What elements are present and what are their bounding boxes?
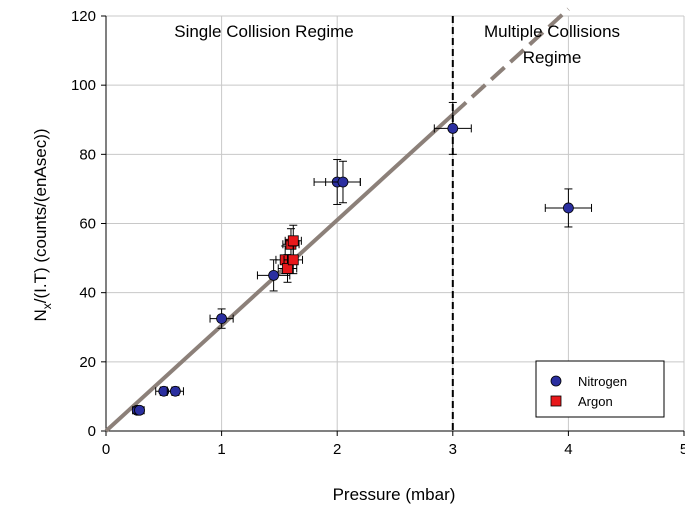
legend: Nitrogen Argon <box>535 360 665 418</box>
data-point-nitrogen <box>447 122 459 134</box>
region-label-single: Single Collision Regime <box>174 22 354 41</box>
plot-frame <box>101 15 685 436</box>
data-points <box>131 101 593 416</box>
x-tick-label: 1 <box>217 441 225 458</box>
legend-argon-label: Argon <box>578 394 613 409</box>
fit-line-dashed <box>451 7 570 117</box>
fit-line-group <box>104 7 570 433</box>
y-tick-label: 80 <box>79 146 96 163</box>
data-point-nitrogen <box>563 202 574 214</box>
y-tick-label: 60 <box>79 216 96 233</box>
x-tick-label: 5 <box>680 441 685 458</box>
series-nitrogen <box>131 101 593 416</box>
x-tick-label: 2 <box>333 441 341 458</box>
y-tick-label: 0 <box>88 423 96 440</box>
x-tick-label: 4 <box>564 441 572 458</box>
y-axis-label-sub: x <box>40 303 54 309</box>
y-axis-label-main: N <box>31 309 50 321</box>
fit-line-solid <box>104 113 455 433</box>
data-point-nitrogen <box>216 313 228 325</box>
data-point-argon <box>287 235 299 247</box>
data-point-nitrogen <box>169 385 181 397</box>
data-point-argon <box>282 263 293 274</box>
x-tick-label: 3 <box>449 441 457 458</box>
x-tick-label: 0 <box>102 441 110 458</box>
x-axis-label: Pressure (mbar) <box>333 485 456 504</box>
legend-box <box>535 360 665 418</box>
region-label-multiple-line1: Multiple Collisions <box>484 22 620 41</box>
data-point-nitrogen <box>337 176 349 188</box>
y-tick-label: 100 <box>71 77 96 94</box>
series-argon <box>275 224 304 283</box>
legend-argon-marker <box>550 395 562 407</box>
data-point-nitrogen <box>134 404 145 416</box>
data-point-nitrogen <box>268 269 280 281</box>
y-axis-label: Nx/(I.T) (counts/(enAsec)) <box>31 128 54 321</box>
tick-labels: 0 20 40 60 80 100 120 0 1 2 3 4 5 <box>71 8 685 458</box>
y-tick-label: 120 <box>71 8 96 25</box>
region-label-multiple-line2: Regime <box>523 48 582 67</box>
data-point-argon <box>287 254 299 266</box>
y-tick-label: 40 <box>79 285 96 302</box>
y-tick-label: 20 <box>79 354 96 371</box>
legend-nitrogen-label: Nitrogen <box>578 374 627 389</box>
legend-nitrogen-marker <box>550 375 562 387</box>
y-axis-label-rest: /(I.T) (counts/(enAsec)) <box>31 128 50 303</box>
